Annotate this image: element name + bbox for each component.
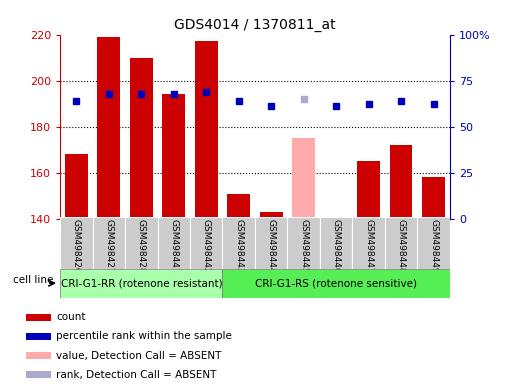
- Bar: [228, 194, 250, 219]
- Bar: [26, 314, 51, 321]
- Text: GSM498428: GSM498428: [137, 219, 146, 274]
- Bar: [255, 217, 288, 269]
- Bar: [390, 145, 413, 219]
- Bar: [195, 41, 218, 219]
- Text: GSM498449: GSM498449: [429, 219, 438, 274]
- Bar: [157, 217, 190, 269]
- Bar: [260, 212, 282, 219]
- Text: GSM498427: GSM498427: [105, 219, 113, 274]
- Bar: [26, 333, 51, 340]
- Bar: [320, 217, 353, 269]
- Bar: [288, 217, 320, 269]
- Text: GSM498445: GSM498445: [299, 219, 308, 274]
- Title: GDS4014 / 1370811_at: GDS4014 / 1370811_at: [174, 18, 336, 32]
- Text: CRI-G1-RR (rotenone resistant): CRI-G1-RR (rotenone resistant): [61, 278, 222, 288]
- Text: value, Detection Call = ABSENT: value, Detection Call = ABSENT: [56, 351, 222, 361]
- Bar: [93, 217, 125, 269]
- Bar: [353, 217, 385, 269]
- Bar: [125, 217, 157, 269]
- Bar: [60, 269, 222, 298]
- Bar: [222, 217, 255, 269]
- Bar: [26, 371, 51, 378]
- Text: GSM498448: GSM498448: [396, 219, 405, 274]
- Text: GSM498446: GSM498446: [332, 219, 340, 274]
- Text: count: count: [56, 312, 86, 322]
- Text: GSM498441: GSM498441: [169, 219, 178, 274]
- Bar: [130, 58, 153, 219]
- Bar: [97, 37, 120, 219]
- Bar: [357, 161, 380, 219]
- Bar: [292, 138, 315, 219]
- Bar: [65, 154, 88, 219]
- Text: percentile rank within the sample: percentile rank within the sample: [56, 331, 232, 341]
- Text: GSM498447: GSM498447: [364, 219, 373, 274]
- Bar: [222, 269, 450, 298]
- Text: rank, Detection Call = ABSENT: rank, Detection Call = ABSENT: [56, 370, 217, 380]
- Text: cell line: cell line: [13, 275, 53, 285]
- Text: GSM498443: GSM498443: [234, 219, 243, 274]
- Text: GSM498426: GSM498426: [72, 219, 81, 274]
- Text: CRI-G1-RS (rotenone sensitive): CRI-G1-RS (rotenone sensitive): [255, 278, 417, 288]
- Bar: [190, 217, 222, 269]
- Bar: [163, 94, 185, 219]
- Text: GSM498442: GSM498442: [202, 219, 211, 273]
- Bar: [417, 217, 450, 269]
- Bar: [26, 352, 51, 359]
- Bar: [422, 177, 445, 219]
- Text: GSM498444: GSM498444: [267, 219, 276, 273]
- Bar: [385, 217, 417, 269]
- Bar: [60, 217, 93, 269]
